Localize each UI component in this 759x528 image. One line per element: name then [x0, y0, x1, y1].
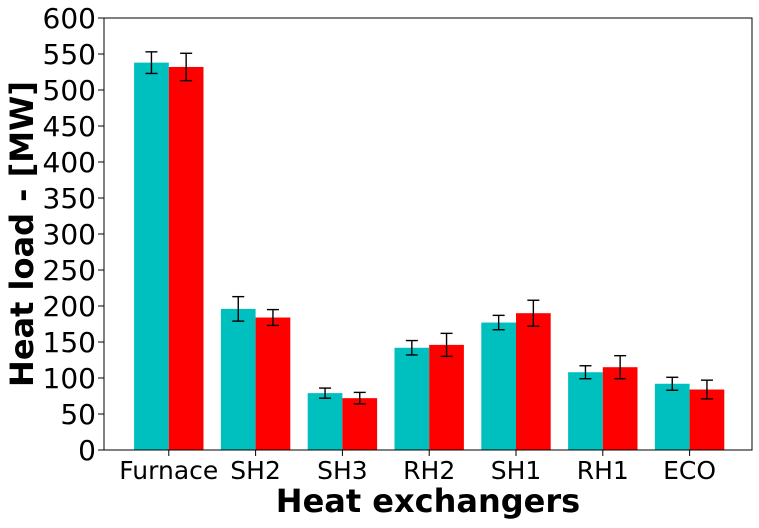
- bar-eco-series1: [654, 383, 690, 450]
- error-bars-layer: [145, 51, 713, 405]
- bar-rh2-series1: [394, 347, 430, 450]
- x-tick-label-rh2: RH2: [403, 456, 455, 485]
- x-tick-label-sh1: SH1: [491, 456, 542, 485]
- bar-sh3-series2: [342, 398, 378, 450]
- bar-furnace-series2: [168, 66, 204, 451]
- bar-sh1-series1: [481, 322, 516, 450]
- error-bar-sh3-series1: [319, 387, 332, 399]
- y-tick-label: 400: [43, 146, 96, 179]
- y-tick-label: 250: [43, 254, 96, 287]
- bar-sh3-series1: [307, 393, 343, 450]
- y-tick-label: 350: [43, 182, 96, 215]
- x-tick-label-sh3: SH3: [317, 456, 368, 485]
- y-tick-label: 500: [43, 74, 96, 107]
- y-tick-label: 300: [43, 218, 96, 251]
- bar-furnace-series1: [134, 62, 169, 450]
- bar-rh1-series2: [602, 367, 638, 450]
- y-tick-label: 450: [43, 110, 96, 143]
- error-bar-sh3-series2: [353, 391, 366, 405]
- error-bar-rh1-series2: [614, 354, 627, 380]
- y-tick-label: 0: [78, 434, 96, 467]
- x-tick-label-rh1: RH1: [577, 456, 629, 485]
- error-bar-sh2-series1: [232, 295, 245, 322]
- bars-layer: [134, 62, 725, 451]
- bar-sh1-series2: [516, 313, 551, 450]
- bar-rh1-series1: [568, 372, 603, 450]
- error-bar-rh2-series2: [440, 332, 453, 358]
- error-bar-furnace-series1: [145, 51, 158, 75]
- error-bar-rh2-series1: [405, 339, 418, 356]
- bar-sh2-series2: [255, 317, 291, 450]
- y-tick-label: 100: [43, 362, 96, 395]
- y-tick-label: 550: [43, 38, 96, 71]
- x-axis-title: Heat exchangers: [276, 482, 580, 520]
- y-tick-label: 50: [60, 398, 96, 431]
- error-bar-furnace-series2: [180, 52, 193, 82]
- x-tick-label-furnace: Furnace: [119, 456, 218, 485]
- error-bar-eco-series1: [666, 376, 679, 391]
- x-tick-label-sh2: SH2: [230, 456, 281, 485]
- y-axis-title: Heat load - [MW]: [3, 81, 41, 387]
- bar-eco-series2: [689, 389, 725, 450]
- error-bar-sh1-series2: [527, 299, 540, 327]
- error-bar-eco-series2: [700, 379, 713, 400]
- bar-rh2-series2: [429, 344, 464, 450]
- x-axis: Furnace SH2 SH3 RH2 SH1 RH1 ECO: [119, 450, 716, 485]
- bar-sh2-series1: [220, 308, 256, 450]
- error-bar-rh1-series1: [579, 365, 592, 380]
- y-tick-label: 600: [43, 2, 96, 35]
- y-tick-label: 150: [43, 326, 96, 359]
- error-bar-sh1-series1: [492, 314, 505, 331]
- y-tick-label: 200: [43, 290, 96, 323]
- x-tick-label-eco: ECO: [663, 456, 716, 485]
- error-bar-sh2-series2: [266, 308, 279, 327]
